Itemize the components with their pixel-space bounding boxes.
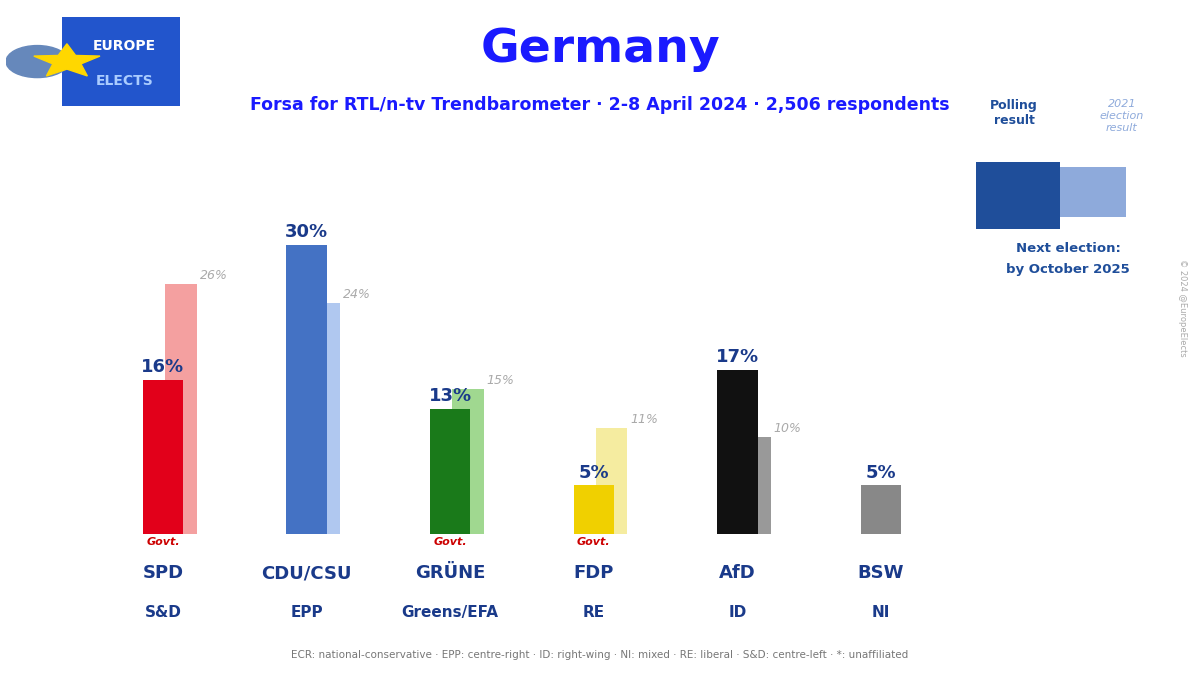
Bar <box>164 284 197 534</box>
Bar <box>574 486 614 534</box>
Text: 30%: 30% <box>286 223 328 241</box>
Text: S&D: S&D <box>144 605 181 620</box>
Text: Govt.: Govt. <box>577 537 611 547</box>
Text: SPD: SPD <box>143 564 184 582</box>
Text: EPP: EPP <box>290 605 323 620</box>
Text: 5%: 5% <box>865 464 896 482</box>
Text: 5%: 5% <box>578 464 610 482</box>
Bar <box>308 303 340 534</box>
Text: 2021
election
result: 2021 election result <box>1099 99 1144 133</box>
Bar <box>287 245 326 534</box>
Bar <box>976 161 1061 229</box>
Bar <box>61 17 180 106</box>
Bar <box>1042 167 1126 217</box>
Text: Next election:: Next election: <box>1015 241 1121 254</box>
Text: 11%: 11% <box>630 413 658 426</box>
Text: Govt.: Govt. <box>146 537 180 547</box>
Text: GRÜNE: GRÜNE <box>415 564 485 582</box>
Text: Govt.: Govt. <box>433 537 467 547</box>
Circle shape <box>6 46 68 77</box>
Bar <box>860 486 901 534</box>
Text: 26%: 26% <box>199 269 227 282</box>
Text: NI: NI <box>872 605 890 620</box>
Text: Greens/EFA: Greens/EFA <box>402 605 499 620</box>
Bar <box>452 389 484 534</box>
Bar <box>143 380 184 534</box>
Bar <box>596 428 628 534</box>
Text: 13%: 13% <box>428 386 472 405</box>
Text: EUROPE: EUROPE <box>92 38 156 53</box>
Text: 16%: 16% <box>142 358 185 376</box>
Text: Germany: Germany <box>480 27 720 73</box>
Text: Forsa for RTL/n-tv Trendbarometer · 2-8 April 2024 · 2,506 respondents: Forsa for RTL/n-tv Trendbarometer · 2-8 … <box>250 96 950 114</box>
Text: ID: ID <box>728 605 746 620</box>
Text: © 2024 @EuropeElects: © 2024 @EuropeElects <box>1177 259 1187 356</box>
Text: 24%: 24% <box>343 288 371 301</box>
Text: AfD: AfD <box>719 564 756 582</box>
Text: RE: RE <box>583 605 605 620</box>
Text: 10%: 10% <box>774 423 802 436</box>
Text: BSW: BSW <box>858 564 905 582</box>
Text: ECR: national-conservative · EPP: centre-right · ID: right-wing · NI: mixed · RE: ECR: national-conservative · EPP: centre… <box>292 650 908 660</box>
Bar <box>739 437 772 534</box>
Text: by October 2025: by October 2025 <box>1006 263 1130 276</box>
Bar <box>718 370 757 534</box>
Text: 17%: 17% <box>716 348 758 366</box>
Text: FDP: FDP <box>574 564 614 582</box>
Text: Polling
result: Polling result <box>990 99 1038 127</box>
Text: 15%: 15% <box>487 374 515 387</box>
Text: CDU/CSU: CDU/CSU <box>262 564 352 582</box>
Bar <box>430 408 470 534</box>
Polygon shape <box>34 44 100 76</box>
Text: ELECTS: ELECTS <box>96 74 154 88</box>
